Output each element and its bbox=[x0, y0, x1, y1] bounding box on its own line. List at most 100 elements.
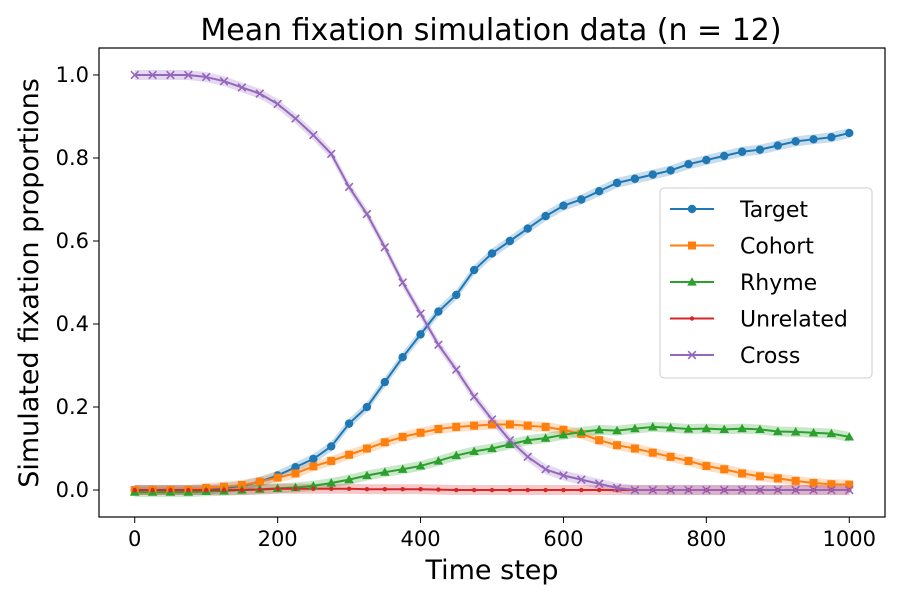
data-point-cohort bbox=[738, 469, 747, 478]
data-point-target bbox=[845, 128, 854, 138]
data-point-unrelated bbox=[239, 487, 245, 493]
data-point-cohort bbox=[273, 473, 282, 482]
data-point-target bbox=[612, 178, 622, 188]
data-point-cross bbox=[666, 485, 676, 495]
data-point-unrelated bbox=[507, 487, 513, 493]
data-point-target bbox=[827, 133, 836, 142]
data-point-rhyme bbox=[773, 426, 783, 436]
data-point-cross bbox=[755, 485, 765, 495]
data-point-unrelated bbox=[257, 487, 262, 492]
legend: Target Cohort Rhyme Unrelated Cross bbox=[659, 187, 873, 379]
data-point-cohort bbox=[541, 422, 550, 431]
data-point-cross bbox=[684, 485, 693, 495]
data-point-cohort bbox=[327, 456, 336, 465]
data-point-cohort bbox=[845, 480, 854, 489]
data-point-cohort bbox=[666, 452, 675, 461]
plot-frame bbox=[98, 47, 886, 518]
data-point-target bbox=[594, 186, 604, 196]
data-point-cohort bbox=[720, 465, 729, 474]
data-point-unrelated bbox=[525, 487, 530, 493]
data-point-cross bbox=[594, 479, 604, 489]
data-point-target bbox=[541, 211, 550, 221]
data-point-target bbox=[755, 145, 765, 154]
legend-marker bbox=[689, 316, 695, 321]
data-point-unrelated bbox=[346, 486, 352, 491]
data-point-cohort bbox=[255, 477, 264, 486]
data-point-cohort bbox=[773, 474, 782, 483]
data-point-unrelated bbox=[436, 487, 441, 492]
data-point-cohort bbox=[291, 469, 300, 478]
data-point-rhyme bbox=[665, 422, 676, 432]
data-point-cohort bbox=[684, 456, 693, 465]
data-point-cross bbox=[362, 209, 372, 219]
data-point-cross bbox=[148, 70, 157, 80]
data-point-target bbox=[791, 137, 800, 146]
data-point-rhyme bbox=[719, 424, 730, 434]
legend-item-unrelated: Unrelated bbox=[670, 308, 848, 333]
data-point-cohort bbox=[345, 450, 354, 459]
data-point-cohort bbox=[452, 422, 461, 431]
data-point-target bbox=[737, 147, 747, 156]
data-point-rhyme bbox=[826, 428, 837, 438]
data-point-rhyme bbox=[630, 423, 640, 433]
legend-box bbox=[659, 187, 873, 379]
y-tick-label: 0.2 bbox=[56, 395, 89, 419]
data-point-cross bbox=[291, 114, 300, 123]
y-axis-label: Simulated fixation proportions bbox=[14, 78, 45, 488]
data-point-cross bbox=[773, 485, 783, 495]
data-point-unrelated bbox=[311, 486, 316, 491]
data-point-unrelated bbox=[543, 487, 548, 493]
data-point-target bbox=[398, 353, 407, 362]
legend-item-cross: Cross bbox=[670, 344, 800, 369]
data-point-cross bbox=[308, 130, 318, 140]
data-point-unrelated bbox=[203, 487, 209, 493]
data-point-unrelated bbox=[579, 487, 584, 493]
data-point-cohort bbox=[791, 476, 800, 485]
data-point-target bbox=[720, 151, 729, 161]
data-point-rhyme bbox=[451, 450, 462, 460]
legend-marker bbox=[687, 350, 697, 360]
data-point-rhyme bbox=[380, 467, 390, 476]
data-point-cross bbox=[380, 242, 390, 252]
data-point-unrelated bbox=[400, 486, 405, 492]
data-point-unrelated bbox=[489, 487, 495, 493]
data-point-rhyme bbox=[505, 439, 515, 448]
data-point-cross bbox=[237, 83, 247, 92]
data-point-rhyme bbox=[415, 461, 426, 470]
legend-item-rhyme: Rhyme bbox=[670, 271, 817, 296]
data-point-cross bbox=[827, 485, 836, 495]
data-point-rhyme bbox=[344, 474, 354, 484]
data-point-target bbox=[702, 155, 711, 165]
data-point-cohort bbox=[398, 432, 407, 441]
legend-marker bbox=[688, 241, 696, 250]
x-axis-label: Time step bbox=[424, 555, 558, 586]
data-point-cross bbox=[559, 471, 568, 480]
data-point-cohort bbox=[523, 421, 532, 430]
data-point-rhyme bbox=[844, 432, 855, 441]
y-tick-label: 0.8 bbox=[56, 146, 89, 170]
data-point-cross bbox=[273, 99, 283, 109]
data-point-cohort bbox=[380, 438, 389, 447]
data-point-target bbox=[773, 141, 783, 150]
data-point-target bbox=[416, 330, 425, 339]
data-point-cohort bbox=[434, 425, 443, 434]
legend-item-target: Target bbox=[670, 198, 808, 223]
data-point-rhyme bbox=[737, 423, 747, 433]
data-point-target bbox=[684, 160, 693, 169]
legend-label: Target bbox=[739, 198, 808, 223]
data-point-cross bbox=[523, 452, 533, 462]
data-point-cross bbox=[255, 89, 265, 99]
data-point-rhyme bbox=[808, 427, 819, 437]
data-point-rhyme bbox=[647, 422, 658, 431]
data-point-target bbox=[648, 170, 657, 179]
data-point-cross bbox=[344, 182, 354, 192]
data-point-cross bbox=[201, 72, 211, 82]
data-point-target bbox=[309, 454, 318, 464]
data-point-target bbox=[362, 402, 372, 412]
data-point-cross bbox=[719, 485, 729, 495]
data-point-unrelated bbox=[364, 486, 370, 492]
data-point-cross bbox=[701, 485, 711, 495]
data-point-rhyme bbox=[576, 427, 587, 436]
legend-marker bbox=[687, 277, 697, 286]
